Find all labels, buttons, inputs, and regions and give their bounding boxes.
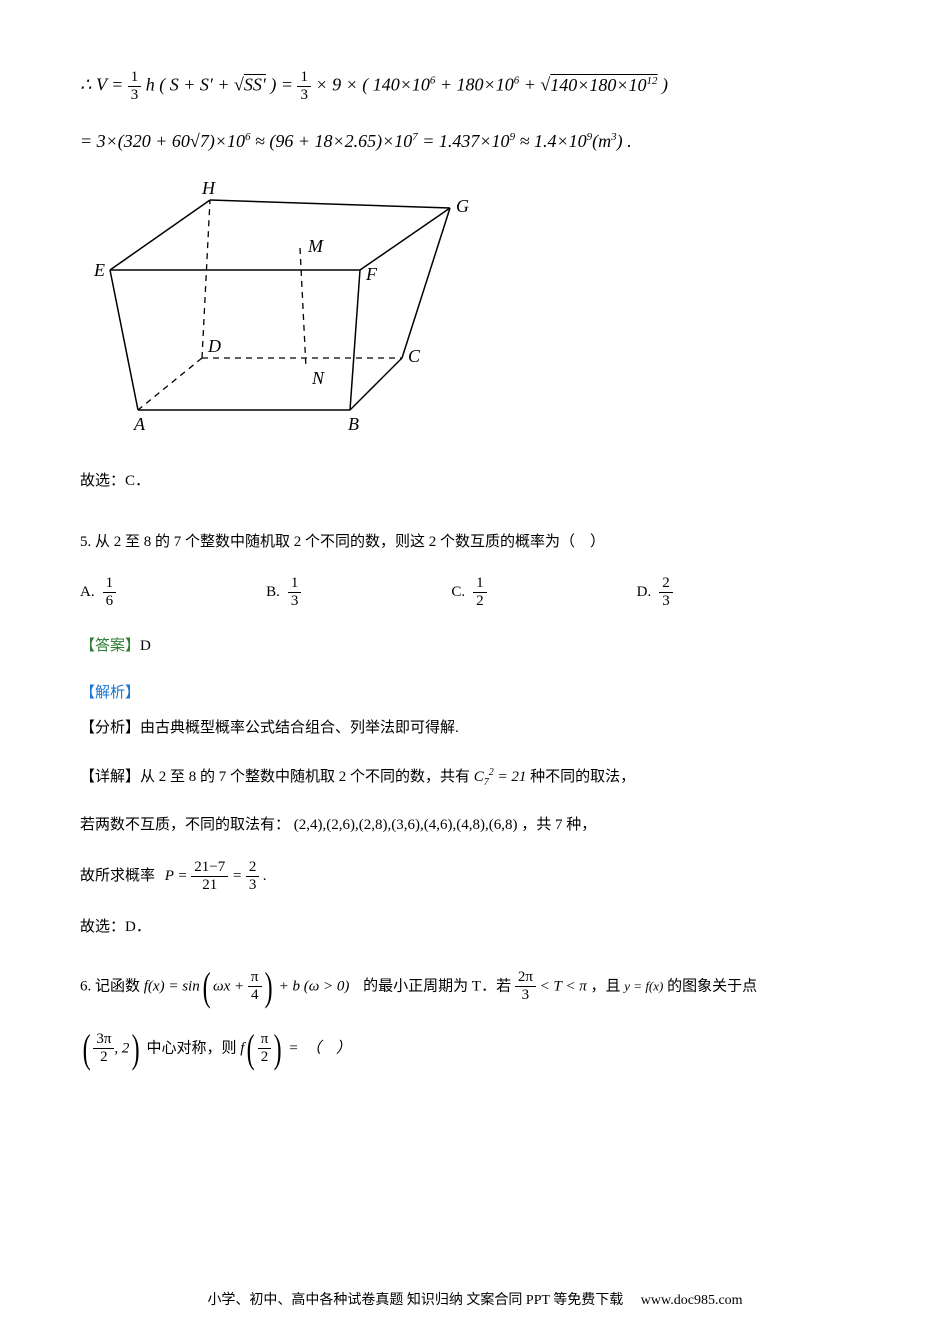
svg-text:M: M [307,236,324,256]
detail-line-1: 【详解】从 2 至 8 的 7 个整数中随机取 2 个不同的数，共有 C72 =… [80,764,870,791]
prism-svg: A B C D E F G H M N [90,180,470,440]
result-2: 故选：D． [80,915,870,941]
formula-line-1: ∴ V = 13 h ( S + S′ + √SS′ ) = 13 × 9 × … [80,70,870,103]
fenxi-line: 【分析】由古典概型概率公式结合组合、列举法即可得解. [80,716,870,742]
result-1: 故选：C． [80,469,870,490]
option-B: B. 13 [266,576,301,609]
prob-line: 故所求概率 P = 21−721 = 23 . [80,860,870,893]
option-A: A. 16 [80,576,116,609]
page-footer: 小学、初中、高中各种试卷真题 知识归纳 文案合同 PPT 等免费下载 www.d… [0,1289,950,1309]
svg-text:F: F [365,264,378,284]
option-C: C. 12 [451,576,486,609]
option-D: D. 23 [637,576,673,609]
svg-text:A: A [133,414,146,434]
question-6-stem: 6. 记函数 f(x) = sin(ωx + π4) + b (ω > 0) 的… [80,967,870,1007]
svg-text:E: E [93,260,105,280]
formula-line-2: = 3×(320 + 60√7)×106 ≈ (96 + 18×2.65)×10… [80,131,870,152]
question-5-stem: 5. 从 2 至 8 的 7 个整数中随机取 2 个不同的数，则这 2 个数互质… [80,530,870,556]
answer-label: 【答案】 [80,638,140,654]
question-5-options: A. 16 B. 13 C. 12 D. 23 [80,576,870,609]
svg-text:C: C [408,346,421,366]
prism-diagram: A B C D E F G H M N [90,180,870,445]
svg-text:G: G [456,196,469,216]
svg-text:D: D [207,336,221,356]
question-6-line2: (3π2, 2) 中心对称，则 f(π2) = （ ） [80,1029,870,1069]
detail-line-2: 若两数不互质，不同的取法有： (2,4),(2,6),(2,8),(3,6),(… [80,813,870,839]
analysis-label: 【解析】 [80,681,870,702]
svg-text:B: B [348,414,359,434]
svg-text:N: N [311,368,325,388]
answer-line: 【答案】D [80,634,870,660]
svg-text:H: H [201,180,216,198]
